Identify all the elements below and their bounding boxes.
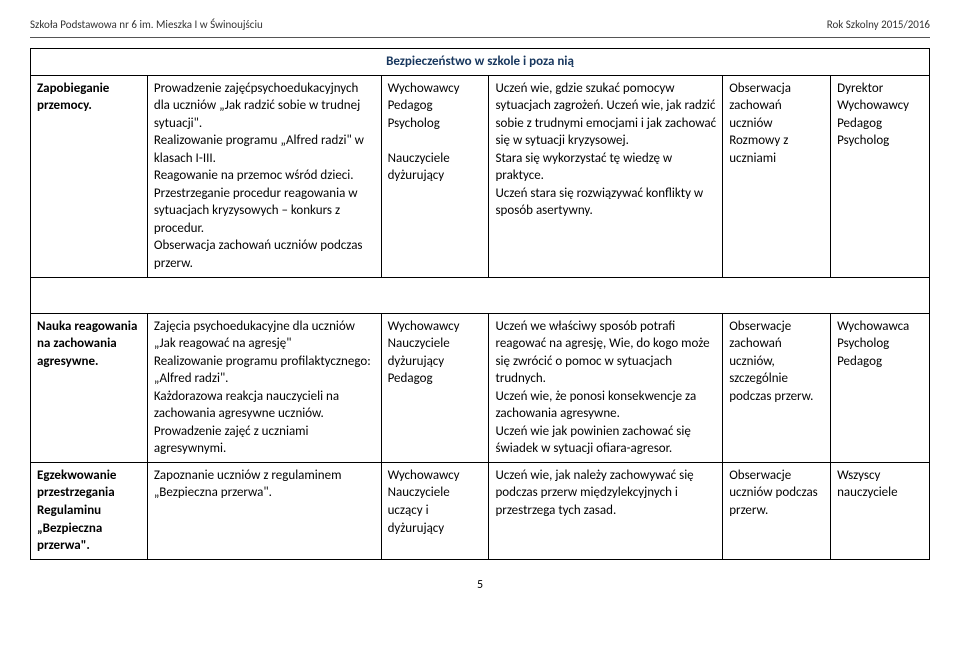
cell-evaluation: Obserwacja zachowań uczniówRozmowy z ucz…	[723, 75, 831, 277]
title-row: Bezpieczeństwo w szkole i poza nią	[31, 49, 930, 76]
content-table: Bezpieczeństwo w szkole i poza nią Zapob…	[30, 48, 930, 560]
cell-actions: Zajęcia psychoedukacyjne dla uczniów „Ja…	[147, 313, 381, 462]
table-row: Egzekwowanie przestrzegania Regulaminu „…	[31, 462, 930, 559]
spacer-cell	[31, 277, 930, 313]
cell-outcome: Uczeń wie, jak należy zachowywać się pod…	[489, 462, 723, 559]
page-header: Szkoła Podstawowa nr 6 im. Mieszka I w Ś…	[30, 18, 930, 31]
table-row: Zapobieganie przemocy. Prowadzenie zajęć…	[31, 75, 930, 277]
cell-topic: Nauka reagowania na zachowania agresywne…	[31, 313, 148, 462]
section-title: Bezpieczeństwo w szkole i poza nią	[31, 49, 930, 76]
cell-actions: Prowadzenie zajęćpsychoedukacyjnych dla …	[147, 75, 381, 277]
cell-persons: DyrektorWychowawcyPedagogPsycholog	[831, 75, 930, 277]
cell-persons: WychowawcaPsychologPedagog	[831, 313, 930, 462]
cell-responsible: WychowawcyPedagogPsycholog Nauczyciele d…	[381, 75, 489, 277]
page-number: 5	[30, 578, 930, 592]
header-left: Szkoła Podstawowa nr 6 im. Mieszka I w Ś…	[30, 18, 263, 31]
header-right: Rok Szkolny 2015/2016	[827, 18, 930, 31]
cell-outcome: Uczeń we właściwy sposób potrafi reagowa…	[489, 313, 723, 462]
cell-topic: Zapobieganie przemocy.	[31, 75, 148, 277]
cell-actions: Zapoznanie uczniów z regulaminem „Bezpie…	[147, 462, 381, 559]
cell-outcome: Uczeń wie, gdzie szukać pomocyw sytuacja…	[489, 75, 723, 277]
cell-responsible: WychowawcyNauczyciele dyżurującyPedagog	[381, 313, 489, 462]
cell-responsible: WychowawcyNauczyciele uczący i dyżurując…	[381, 462, 489, 559]
cell-persons: Wszyscy nauczyciele	[831, 462, 930, 559]
header-rule	[30, 37, 930, 38]
cell-topic: Egzekwowanie przestrzegania Regulaminu „…	[31, 462, 148, 559]
cell-evaluation: Obserwacje uczniów podczas przerw.	[723, 462, 831, 559]
spacer-row	[31, 277, 930, 313]
table-row: Nauka reagowania na zachowania agresywne…	[31, 313, 930, 462]
cell-evaluation: Obserwacje zachowań uczniów, szczególnie…	[723, 313, 831, 462]
